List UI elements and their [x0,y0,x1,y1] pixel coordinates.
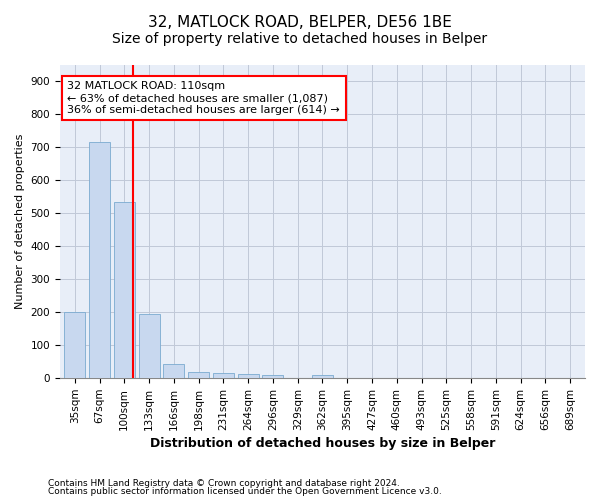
Bar [262,375,283,378]
Text: 32, MATLOCK ROAD, BELPER, DE56 1BE: 32, MATLOCK ROAD, BELPER, DE56 1BE [148,15,452,30]
Bar [139,314,160,378]
Bar [163,364,184,378]
Text: 32 MATLOCK ROAD: 110sqm
← 63% of detached houses are smaller (1,087)
36% of semi: 32 MATLOCK ROAD: 110sqm ← 63% of detache… [67,82,340,114]
Bar [64,312,85,378]
Bar [312,375,333,378]
Bar [89,142,110,378]
Text: Contains HM Land Registry data © Crown copyright and database right 2024.: Contains HM Land Registry data © Crown c… [48,479,400,488]
X-axis label: Distribution of detached houses by size in Belper: Distribution of detached houses by size … [150,437,495,450]
Bar [114,202,135,378]
Bar [213,374,234,378]
Bar [188,372,209,378]
Text: Size of property relative to detached houses in Belper: Size of property relative to detached ho… [112,32,488,46]
Text: Contains public sector information licensed under the Open Government Licence v3: Contains public sector information licen… [48,487,442,496]
Bar [238,374,259,378]
Y-axis label: Number of detached properties: Number of detached properties [15,134,25,310]
